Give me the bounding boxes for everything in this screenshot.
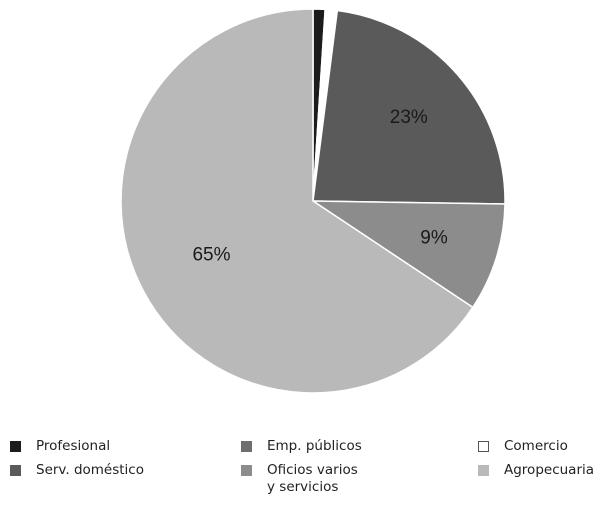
- legend-swatch: [10, 465, 21, 476]
- legend-swatch: [478, 441, 489, 452]
- legend-swatch: [478, 465, 489, 476]
- legend-item-profesional: Profesional: [10, 438, 110, 455]
- legend-item-agropecuaria: Agropecuaria: [478, 462, 594, 479]
- legend-item-oficios-varios: Oficios varios y servicios: [241, 462, 358, 496]
- legend-label: Comercio: [504, 438, 568, 454]
- legend: Profesional Emp. públicos Comercio Serv.…: [0, 438, 606, 509]
- pie-chart: 23% 9% 65%: [120, 8, 506, 394]
- legend-label: Profesional: [36, 438, 111, 454]
- slice-value-label: 9%: [420, 228, 448, 249]
- legend-swatch: [241, 441, 252, 452]
- slice-value-label: 23%: [390, 107, 428, 128]
- legend-label: Serv. doméstico: [36, 462, 144, 478]
- legend-label: Agropecuaria: [504, 462, 595, 478]
- legend-label: Emp. públicos: [267, 438, 362, 454]
- legend-item-comercio: Comercio: [478, 438, 568, 455]
- pie-slice-agropecuaria: [120, 8, 474, 394]
- pie-slice-oficios-varios-y-servicios: [312, 200, 506, 309]
- legend-item-emp-publicos: Emp. públicos: [241, 438, 362, 455]
- legend-swatch: [241, 465, 252, 476]
- legend-swatch: [10, 441, 21, 452]
- slice-value-label: 65%: [192, 244, 230, 265]
- pie-slice-serv-doméstico: [312, 9, 506, 205]
- legend-label: Oficios varios y servicios: [267, 462, 358, 495]
- legend-item-serv-domestico: Serv. doméstico: [10, 462, 144, 479]
